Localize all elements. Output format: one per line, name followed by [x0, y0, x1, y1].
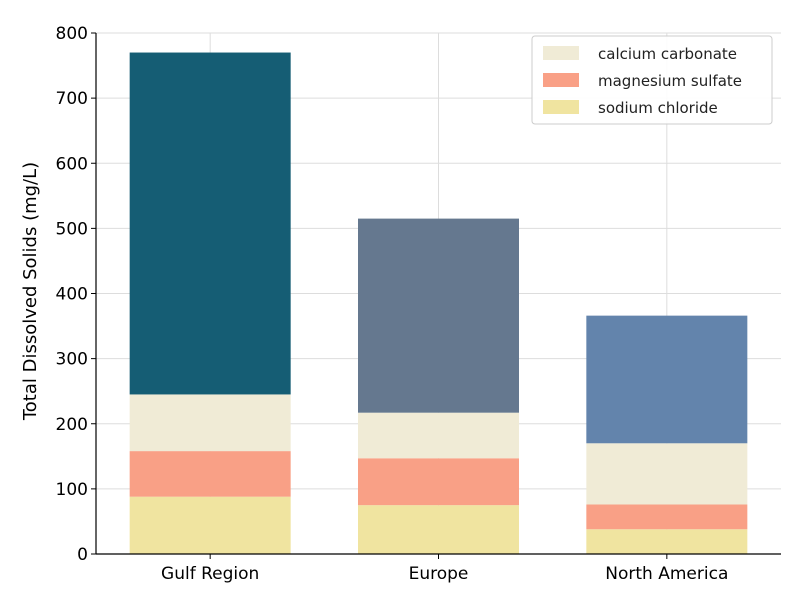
y-tick-label-200: 200 [56, 415, 88, 435]
bar-segment-1-0 [358, 505, 519, 554]
legend-swatch-1 [543, 73, 579, 87]
y-tick-label-0: 0 [77, 545, 88, 565]
bars [129, 52, 748, 554]
x-tick-label-1: Europe [409, 564, 469, 584]
legend: calcium carbonate magnesium sulfate sodium… [531, 35, 773, 125]
x-tick-label-2: North America [605, 564, 728, 584]
y-tick-label-500: 500 [56, 219, 88, 239]
bar-segment-0-1 [129, 451, 291, 497]
bar-segment-1-4 [358, 218, 519, 413]
y-tick-label-300: 300 [56, 350, 88, 370]
legend-label-1: magnesium sulfate [598, 72, 742, 90]
legend-swatch-0 [543, 46, 579, 60]
bar-segment-2-2 [586, 443, 748, 505]
bar-segment-1-2 [358, 412, 519, 459]
bar-segment-0-2 [129, 394, 291, 452]
y-tick-label-400: 400 [56, 285, 88, 305]
y-tick-label-700: 700 [56, 89, 88, 109]
y-tick-label-600: 600 [56, 154, 88, 174]
legend-box [531, 35, 773, 125]
bar-segment-0-3 [129, 52, 291, 395]
bar-segment-2-1 [586, 504, 748, 530]
bar-segment-0-0 [129, 496, 291, 554]
y-tick-label-800: 800 [56, 24, 88, 44]
bar-segment-2-5 [586, 315, 748, 444]
bar-segment-1-1 [358, 458, 519, 506]
x-tick-label-0: Gulf Region [161, 564, 259, 584]
legend-label-2: sodium chloride [598, 99, 718, 117]
y-axis-title: Total Dissolved Solids (mg/L) [20, 162, 41, 421]
bar-segment-2-0 [586, 529, 748, 554]
tick-labels: 0 100 200 300 400 500 600 700 800 Gulf Region Euro… [56, 24, 729, 584]
legend-swatch-2 [543, 100, 579, 114]
legend-label-0: calcium carbonate [598, 45, 737, 63]
y-tick-label-100: 100 [56, 480, 88, 500]
